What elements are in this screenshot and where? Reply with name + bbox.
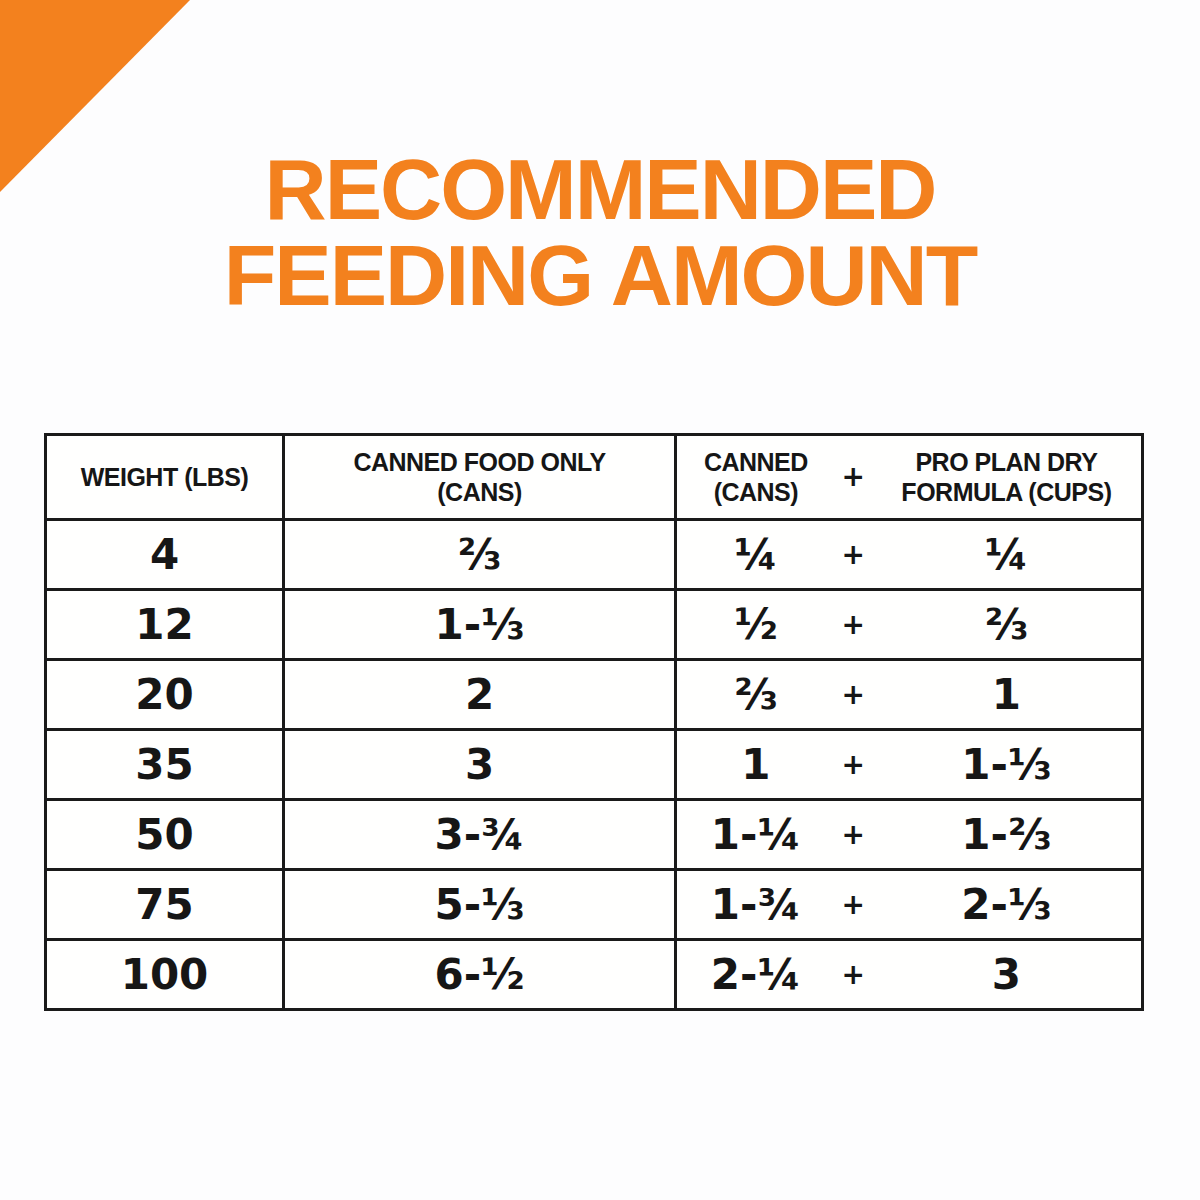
- page-title-line1: RECOMMENDED: [0, 146, 1200, 232]
- canned-only-cell: 3: [282, 731, 677, 798]
- combo-cell: ½ + ⅔: [677, 591, 1141, 658]
- table-row: 4 ⅔ ¼ + ¼: [47, 518, 1141, 588]
- combo-cans-value: 1-¾: [677, 884, 835, 926]
- combo-cans-value: ¼: [677, 534, 835, 576]
- canned-only-cell: 6-½: [282, 941, 677, 1008]
- header-combo-cans-line1: CANNED: [677, 447, 835, 477]
- feeding-table: WEIGHT (LBS) CANNED FOOD ONLY (CANS) CAN…: [44, 433, 1144, 1011]
- plus-sign: +: [835, 681, 872, 709]
- table-row: 75 5-⅓ 1-¾ + 2-⅓: [47, 868, 1141, 938]
- plus-sign: +: [835, 891, 872, 919]
- canned-only-cell: ⅔: [282, 521, 677, 588]
- table-header-row: WEIGHT (LBS) CANNED FOOD ONLY (CANS) CAN…: [47, 436, 1141, 518]
- combo-cell: 2-¼ + 3: [677, 941, 1141, 1008]
- header-canned-only-line1: CANNED FOOD ONLY: [353, 447, 605, 477]
- weight-cell: 100: [47, 941, 282, 1008]
- combo-dry-value: ¼: [872, 534, 1141, 576]
- table-row: 100 6-½ 2-¼ + 3: [47, 938, 1141, 1008]
- table-row: 50 3-¾ 1-¼ + 1-⅔: [47, 798, 1141, 868]
- combo-cell: ¼ + ¼: [677, 521, 1141, 588]
- page-title: RECOMMENDED FEEDING AMOUNT: [0, 146, 1200, 318]
- table-row: 20 2 ⅔ + 1: [47, 658, 1141, 728]
- combo-cell: 1 + 1-⅓: [677, 731, 1141, 798]
- weight-cell: 75: [47, 871, 282, 938]
- header-canned-only: CANNED FOOD ONLY (CANS): [282, 436, 677, 518]
- plus-sign: +: [835, 751, 872, 779]
- header-combo-dry-line1: PRO PLAN DRY: [872, 447, 1141, 477]
- header-combo-cans: CANNED (CANS): [677, 447, 835, 507]
- canned-only-cell: 3-¾: [282, 801, 677, 868]
- plus-sign: +: [835, 541, 872, 569]
- header-canned-only-line2: (CANS): [353, 477, 605, 507]
- weight-cell: 35: [47, 731, 282, 798]
- header-plus-sign: +: [835, 463, 872, 491]
- canned-only-cell: 5-⅓: [282, 871, 677, 938]
- combo-dry-value: 2-⅓: [872, 884, 1141, 926]
- header-combo-dry-line2: FORMULA (CUPS): [872, 477, 1141, 507]
- table-row: 12 1-⅓ ½ + ⅔: [47, 588, 1141, 658]
- combo-dry-value: ⅔: [872, 604, 1141, 646]
- header-combo-dry: PRO PLAN DRY FORMULA (CUPS): [872, 447, 1141, 507]
- weight-cell: 12: [47, 591, 282, 658]
- combo-dry-value: 1: [872, 674, 1141, 716]
- page-title-line2: FEEDING AMOUNT: [0, 232, 1200, 318]
- header-combo-cans-line2: (CANS): [677, 477, 835, 507]
- canned-only-cell: 2: [282, 661, 677, 728]
- canned-only-cell: 1-⅓: [282, 591, 677, 658]
- plus-sign: +: [835, 961, 872, 989]
- combo-cans-value: 2-¼: [677, 954, 835, 996]
- combo-cans-value: ⅔: [677, 674, 835, 716]
- header-weight: WEIGHT (LBS): [47, 436, 282, 518]
- combo-cans-value: 1: [677, 744, 835, 786]
- combo-dry-value: 1-⅔: [872, 814, 1141, 856]
- combo-dry-value: 1-⅓: [872, 744, 1141, 786]
- plus-sign: +: [835, 611, 872, 639]
- weight-cell: 50: [47, 801, 282, 868]
- combo-cell: ⅔ + 1: [677, 661, 1141, 728]
- combo-cans-value: 1-¼: [677, 814, 835, 856]
- combo-cell: 1-¾ + 2-⅓: [677, 871, 1141, 938]
- combo-cell: 1-¼ + 1-⅔: [677, 801, 1141, 868]
- plus-sign: +: [835, 821, 872, 849]
- weight-cell: 4: [47, 521, 282, 588]
- weight-cell: 20: [47, 661, 282, 728]
- combo-dry-value: 3: [872, 954, 1141, 996]
- combo-cans-value: ½: [677, 604, 835, 646]
- header-combo: CANNED (CANS) + PRO PLAN DRY FORMULA (CU…: [677, 436, 1141, 518]
- table-row: 35 3 1 + 1-⅓: [47, 728, 1141, 798]
